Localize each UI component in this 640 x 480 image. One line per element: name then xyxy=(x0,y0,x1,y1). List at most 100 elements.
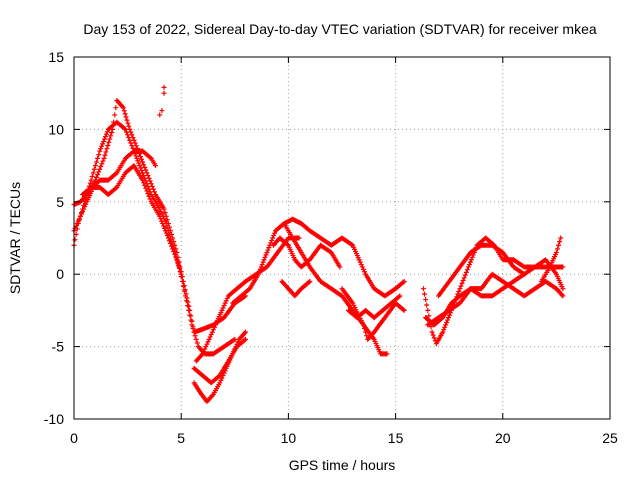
data-point xyxy=(160,221,166,227)
data-point xyxy=(139,156,145,162)
data-point xyxy=(464,267,470,273)
data-point xyxy=(457,286,463,292)
y-tick-label: -10 xyxy=(44,411,64,427)
data-point xyxy=(111,119,117,125)
data-point xyxy=(260,259,266,265)
data-point xyxy=(96,152,102,158)
data-point xyxy=(157,112,163,118)
axis-ticks: 0 5 10 15 20 25 -10 -5 0 5 10 15 xyxy=(44,49,618,446)
data-point xyxy=(145,173,151,179)
data-point xyxy=(242,337,248,343)
data-point xyxy=(169,243,175,249)
plot-frame xyxy=(73,56,611,420)
data-point xyxy=(103,149,109,155)
data-point xyxy=(126,123,132,129)
data-point xyxy=(92,163,98,169)
y-tick-label: 0 xyxy=(56,266,64,282)
data-point xyxy=(401,307,407,313)
data-point xyxy=(123,114,129,120)
y-tick-label: 5 xyxy=(56,194,64,210)
data-point xyxy=(261,257,267,263)
data-point xyxy=(257,266,263,272)
data-point xyxy=(170,246,176,252)
data-point xyxy=(171,249,177,255)
data-point xyxy=(460,278,466,284)
data-point xyxy=(108,133,114,139)
data-point xyxy=(183,291,189,297)
data-point xyxy=(269,237,275,243)
data-point xyxy=(425,307,431,313)
data-point xyxy=(97,148,103,154)
data-point xyxy=(128,140,134,146)
data-point xyxy=(400,307,406,313)
data-point xyxy=(557,239,563,245)
data-point xyxy=(172,251,178,257)
data-point xyxy=(163,230,169,236)
data-point xyxy=(162,225,168,231)
data-point xyxy=(146,175,152,181)
data-point xyxy=(137,154,143,160)
data-point xyxy=(161,223,167,229)
data-point xyxy=(145,191,151,197)
data-point xyxy=(120,105,126,111)
series-track-17 xyxy=(435,242,527,299)
data-point xyxy=(122,126,128,132)
data-point xyxy=(560,286,566,292)
data-point xyxy=(169,231,175,237)
data-point xyxy=(146,193,152,199)
data-point xyxy=(170,235,176,241)
data-point xyxy=(124,129,130,135)
data-point xyxy=(72,237,78,243)
data-point xyxy=(88,177,94,183)
data-point xyxy=(144,188,150,194)
data-point xyxy=(95,155,101,161)
data-point xyxy=(140,170,146,176)
data-point xyxy=(362,326,368,331)
data-point xyxy=(137,163,143,169)
data-point xyxy=(143,167,149,173)
chart-title: Day 153 of 2022, Sidereal Day-to-day VTE… xyxy=(83,21,596,37)
data-point xyxy=(163,213,169,219)
data-point xyxy=(174,257,180,263)
data-point xyxy=(100,141,106,147)
data-point xyxy=(112,112,118,118)
data-point xyxy=(459,280,465,286)
data-point xyxy=(166,238,172,244)
series-track-8 xyxy=(230,216,407,306)
data-point xyxy=(167,240,173,246)
data-point xyxy=(443,322,449,328)
series-track-13 xyxy=(345,293,403,321)
data-point xyxy=(423,297,429,303)
data-point xyxy=(162,210,168,216)
data-point xyxy=(102,152,108,158)
data-point xyxy=(101,138,107,144)
data-point xyxy=(124,117,130,123)
data-point xyxy=(271,233,277,239)
data-point xyxy=(127,126,133,132)
data-point xyxy=(164,217,170,223)
data-point xyxy=(426,313,432,319)
series-track-4 xyxy=(80,163,184,277)
data-point xyxy=(554,246,560,252)
data-point xyxy=(126,135,132,141)
data-point xyxy=(553,249,559,255)
data-point xyxy=(158,216,164,222)
data-point xyxy=(558,235,564,241)
data-point xyxy=(165,235,171,241)
data-point xyxy=(99,161,105,167)
data-point xyxy=(162,228,168,234)
data-point xyxy=(122,111,128,117)
data-point xyxy=(121,108,127,114)
data-point xyxy=(467,259,473,265)
data-point xyxy=(101,136,107,142)
data-point xyxy=(243,329,249,335)
data-point xyxy=(468,257,474,263)
data-point xyxy=(182,287,188,293)
data-point xyxy=(176,263,182,269)
series-track-16 xyxy=(425,271,566,328)
data-point xyxy=(444,319,450,325)
data-point xyxy=(135,158,141,164)
data-point xyxy=(232,336,238,342)
data-point xyxy=(190,324,196,330)
